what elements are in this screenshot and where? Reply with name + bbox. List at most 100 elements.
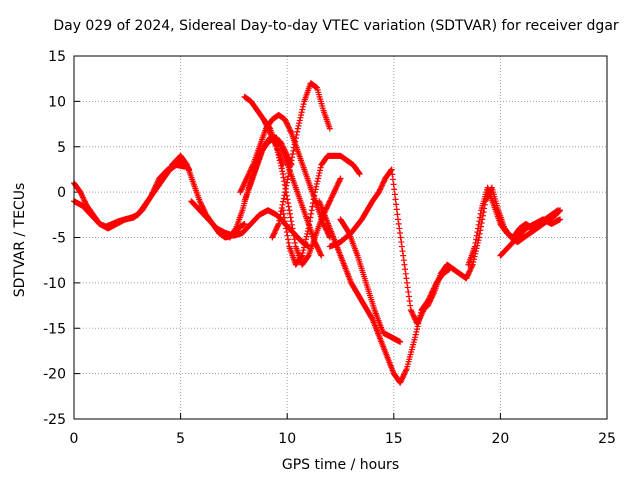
data-point	[388, 166, 395, 173]
data-point	[317, 249, 324, 256]
data-point	[296, 117, 303, 124]
series-sat-m	[326, 166, 427, 327]
data-point	[397, 234, 404, 241]
y-tick-label: 15	[48, 49, 66, 65]
data-point	[474, 229, 481, 236]
data-point	[248, 164, 255, 171]
data-point	[243, 175, 250, 182]
data-point	[327, 195, 334, 202]
data-point	[291, 236, 298, 243]
data-point	[287, 160, 294, 167]
data-point	[291, 141, 298, 148]
data-point	[401, 371, 408, 378]
data-point	[464, 272, 471, 279]
data-point	[300, 247, 307, 254]
data-point	[77, 189, 84, 196]
data-point	[402, 266, 409, 273]
data-point	[326, 125, 333, 132]
series-sat-d	[188, 198, 312, 250]
data-point	[281, 192, 288, 199]
data-point	[242, 178, 249, 185]
data-point	[151, 185, 158, 192]
data-point	[413, 328, 420, 335]
data-point	[411, 313, 418, 320]
data-point	[285, 170, 292, 177]
axis-ticks: 0 5 10 15 20 25 15 10 5 0 -5 -10 -15 -20 -25	[43, 49, 616, 447]
data-point	[326, 198, 333, 205]
data-point	[404, 284, 411, 291]
data-point	[407, 307, 414, 314]
data-point	[394, 211, 401, 218]
data-point	[285, 124, 292, 131]
data-point	[154, 179, 161, 186]
data-point	[397, 378, 404, 385]
data-point	[395, 216, 402, 223]
data-point	[307, 214, 314, 221]
data-point	[317, 251, 324, 258]
data-point	[292, 138, 299, 145]
data-point	[412, 331, 419, 338]
data-point	[473, 232, 480, 239]
data-point	[327, 197, 334, 204]
data-point	[391, 191, 398, 198]
data-point	[468, 264, 475, 271]
data-point	[401, 370, 408, 377]
data-point	[317, 167, 324, 174]
data-point	[306, 218, 313, 225]
data-point	[276, 217, 283, 224]
data-point	[331, 189, 338, 196]
data-point	[312, 186, 319, 193]
data-point	[273, 143, 280, 150]
data-point	[286, 126, 293, 133]
data-point	[375, 189, 382, 196]
data-point	[393, 201, 400, 208]
data-point	[467, 265, 474, 272]
data-point	[430, 290, 437, 297]
data-point	[411, 315, 418, 322]
data-point	[463, 273, 470, 280]
data-point	[410, 312, 417, 319]
series-sat-g	[241, 134, 325, 259]
data-point	[476, 214, 483, 221]
data-point	[308, 207, 315, 214]
data-point	[273, 226, 280, 233]
y-tick-label: 0	[57, 185, 66, 201]
data-point	[333, 183, 340, 190]
data-point	[313, 180, 320, 187]
data-point	[292, 239, 299, 246]
data-point	[81, 197, 88, 204]
data-point	[288, 157, 295, 164]
data-point	[402, 270, 409, 277]
data-point	[336, 178, 343, 185]
data-point	[469, 263, 476, 270]
data-point	[148, 192, 155, 199]
data-point	[197, 199, 204, 206]
data-point	[298, 109, 305, 116]
data-point	[275, 220, 282, 227]
data-point	[279, 201, 286, 208]
data-point	[284, 196, 291, 203]
data-point	[309, 200, 316, 207]
data-point	[318, 252, 325, 259]
data-point	[280, 198, 287, 205]
data-point	[283, 179, 290, 186]
data-point	[280, 174, 287, 181]
data-point	[323, 205, 330, 212]
data-point	[399, 248, 406, 255]
data-point	[290, 229, 297, 236]
data-point	[306, 221, 313, 228]
data-point	[380, 179, 387, 186]
data-point	[403, 275, 410, 282]
data-point	[426, 298, 433, 305]
data-point	[285, 239, 292, 246]
data-point	[246, 170, 253, 177]
x-tick-label: 0	[70, 431, 79, 447]
data-point	[298, 111, 305, 118]
y-tick-label: -10	[43, 276, 66, 292]
data-point	[244, 172, 251, 179]
data-point	[398, 376, 405, 383]
data-point	[415, 317, 422, 324]
data-point	[409, 311, 416, 318]
data-point	[308, 210, 315, 217]
data-point	[232, 226, 239, 233]
